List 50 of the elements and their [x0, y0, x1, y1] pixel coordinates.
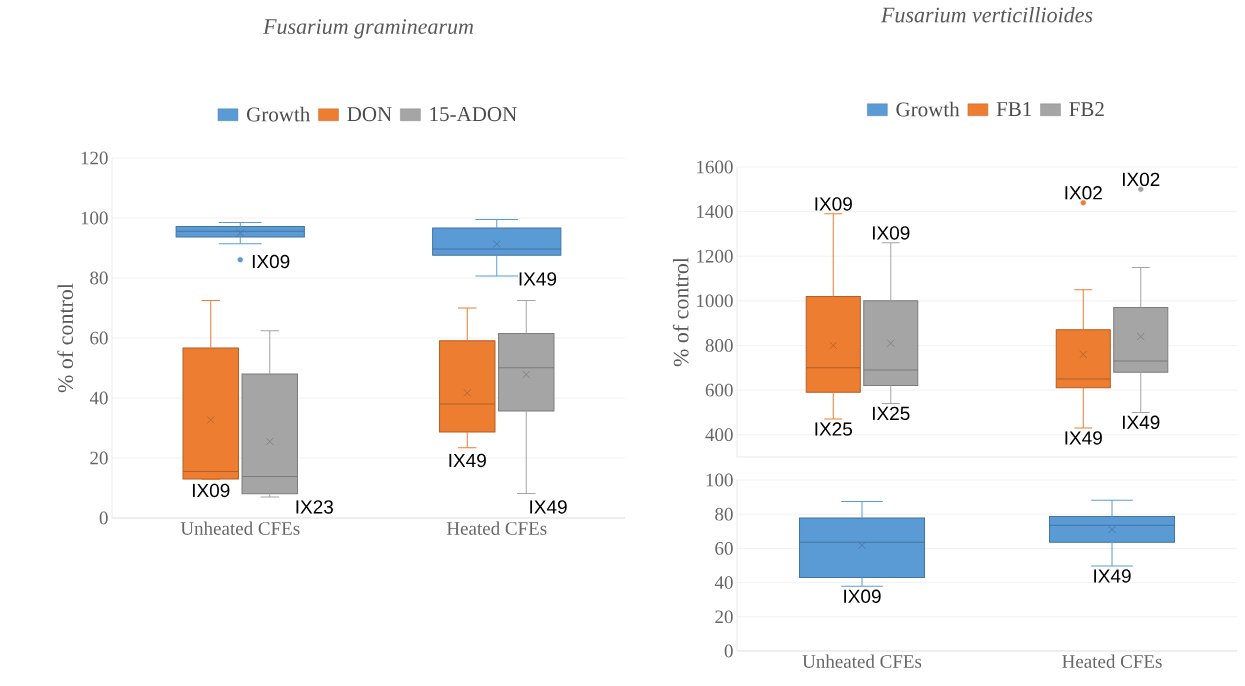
y-tick-label: 20	[715, 610, 733, 624]
annotation: IX09	[252, 254, 290, 269]
annotation: IX49	[530, 500, 567, 514]
annotation: IX49	[1065, 431, 1102, 445]
annotation: IX49	[519, 272, 557, 286]
y-tick-label: 40	[89, 391, 108, 405]
annotation: IX09	[815, 197, 852, 211]
x-tick-label: Unheated CFEs	[802, 654, 922, 668]
y-tick-label: 80	[715, 507, 733, 521]
legend-label: 15-ADON	[430, 107, 517, 122]
annotation: IX02	[1122, 172, 1160, 187]
y-tick-label: 800	[705, 339, 733, 352]
x-tick-label: Heated CFEs	[1062, 654, 1162, 668]
y-tick-label: 60	[715, 542, 733, 555]
y-tick-label: 400	[705, 428, 733, 442]
legend-label: Growth	[896, 101, 960, 117]
y-tick-label: 120	[81, 151, 108, 165]
legend-label: DON	[347, 107, 392, 122]
y-tick-label: 1600	[697, 160, 733, 174]
y-tick-label: 20	[90, 451, 108, 465]
y-axis-title: % of control	[672, 257, 689, 367]
y-tick-label: 40	[714, 576, 733, 590]
annotation: IX49	[1122, 415, 1160, 430]
y-tick-label: 1200	[697, 249, 733, 263]
annotation: IX02	[1065, 186, 1102, 200]
y-tick-label: 0	[724, 644, 733, 658]
y-tick-label: 80	[90, 271, 108, 285]
x-tick-label: Unheated CFEs	[180, 521, 300, 535]
y-tick-label: 600	[705, 383, 733, 397]
annotation: IX09	[872, 226, 910, 240]
annotation: IX25	[815, 422, 853, 436]
legend-label: FB1	[996, 102, 1032, 117]
legend-label: Growth	[247, 106, 311, 122]
y-tick-label: 60	[90, 331, 108, 345]
y-tick-label: 100	[706, 473, 733, 487]
annotation: IX49	[449, 453, 486, 468]
y-tick-label: 100	[81, 211, 108, 225]
annotation: IX09	[192, 483, 230, 498]
y-tick-label: 0	[99, 511, 108, 525]
y-tick-label: 1400	[697, 205, 733, 219]
y-axis-title: % of control	[57, 283, 74, 393]
chart-title: Fusarium graminearum	[262, 19, 473, 39]
annotation: IX09	[844, 589, 881, 604]
legend-label: FB2	[1069, 102, 1104, 117]
annotation: IX49	[1094, 569, 1131, 583]
annotation: IX23	[296, 500, 333, 514]
x-tick-label: Heated CFEs	[446, 521, 547, 535]
chart-title: Fusarium verticillioides	[880, 6, 1093, 23]
annotation: IX25	[872, 406, 910, 421]
y-tick-label: 1000	[697, 294, 733, 308]
